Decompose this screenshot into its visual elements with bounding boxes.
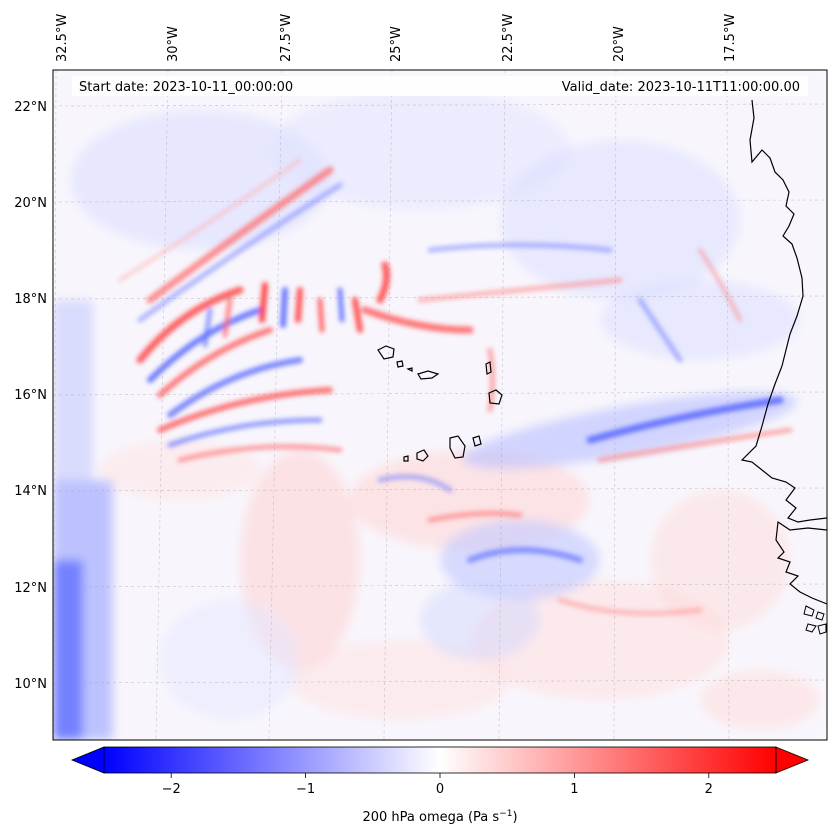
island-sal: [485, 361, 492, 375]
colorbar-tick-label: −2: [162, 782, 181, 797]
island-boa-vista: [488, 389, 503, 405]
island-maio: [472, 435, 482, 447]
west-africa-coastline: [740, 99, 827, 523]
lat-label: 20°N: [14, 196, 47, 211]
island-sao-vicente: [396, 360, 404, 368]
colorbar-gradient: [104, 747, 776, 773]
lat-label: 16°N: [14, 388, 47, 403]
cape-verde-islands: [377, 345, 503, 462]
lat-label: 14°N: [14, 484, 47, 499]
gridlines: [53, 70, 827, 740]
lat-label: 12°N: [14, 581, 47, 596]
colorbar-tick-label: 0: [436, 782, 444, 797]
colorbar-label: 200 hPa omega (Pa s−1): [362, 809, 517, 825]
lat-label: 18°N: [14, 292, 47, 307]
colorbar-extend-low: [70, 746, 105, 774]
lon-label: 27.5°W: [279, 14, 294, 62]
island-brava: [403, 455, 409, 462]
colorbar-ticks: −2 −1 0 1 2: [162, 773, 713, 797]
colorbar-tick-label: 2: [705, 782, 713, 797]
lon-label: 32.5°W: [55, 14, 70, 62]
longitude-labels: 32.5°W 30°W 27.5°W 25°W 22.5°W 20°W 17.5…: [55, 14, 738, 62]
lon-label: 30°W: [166, 26, 181, 62]
map-frame: [52, 69, 828, 741]
bijagos-islands: [803, 605, 827, 635]
island-santiago: [449, 435, 466, 459]
lon-label: 25°W: [389, 26, 404, 62]
colorbar: −2 −1 0 1 2 200 hPa omega (Pa s−1): [70, 746, 810, 825]
omega-field-broad: [53, 70, 827, 740]
valid-date-label: Valid_date: 2023-10-11T11:00:00.00: [562, 80, 800, 95]
header-band: [72, 76, 808, 96]
lat-label: 10°N: [14, 677, 47, 692]
guinea-bissau-coast: [775, 520, 827, 605]
start-date-label: Start date: 2023-10-11_00:00:00: [79, 80, 293, 95]
colorbar-tick-label: −1: [296, 782, 315, 797]
lon-label: 17.5°W: [723, 14, 738, 62]
colorbar-extend-high: [775, 746, 810, 774]
lon-label: 22.5°W: [501, 14, 516, 62]
map-panel: Start date: 2023-10-11_00:00:00 Valid_da…: [52, 69, 828, 741]
colorbar-tick-label: 1: [570, 782, 578, 797]
island-sao-nicolau: [417, 370, 440, 380]
omega-field-waves: [118, 158, 793, 616]
lat-label: 22°N: [14, 100, 47, 115]
lon-label: 20°W: [612, 26, 627, 62]
island-santa-luzia: [406, 367, 413, 372]
island-santo-antao: [377, 345, 395, 360]
island-fogo: [416, 449, 429, 462]
latitude-labels: 22°N 20°N 18°N 16°N 14°N 12°N 10°N: [14, 100, 47, 692]
